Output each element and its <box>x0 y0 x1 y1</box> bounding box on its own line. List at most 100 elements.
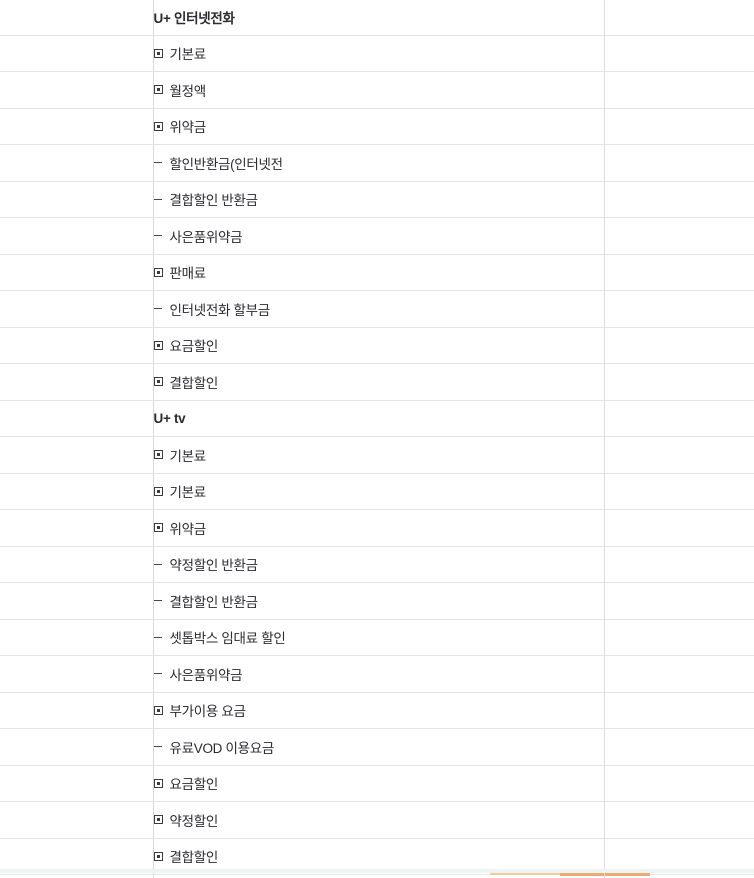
row-left-spacer-cell <box>0 290 154 328</box>
square-dot-bullet-icon <box>153 48 163 58</box>
row-label-cell[interactable]: 위약금 <box>153 108 605 145</box>
row-right-spacer-cell <box>604 765 754 802</box>
row-right-spacer-cell <box>604 363 754 401</box>
row-right-spacer-cell <box>604 619 754 656</box>
row-right-spacer-cell <box>604 254 754 291</box>
row-label-text: U+ 인터넷전화 <box>153 10 235 26</box>
row-left-spacer-cell <box>0 728 154 766</box>
row-label-cell[interactable]: 인터넷전화 할부금 <box>153 290 605 328</box>
row-label-text: 사은품위약금 <box>169 229 243 245</box>
label-wrapper: 월정액 <box>153 80 604 100</box>
row-label-text: 할인반환금(인터넷전 <box>169 156 284 172</box>
row-label-text: 위약금 <box>169 521 207 537</box>
row-label-cell[interactable]: 사은품위약금 <box>153 655 605 693</box>
row-label-cell: U+ tv <box>153 399 605 437</box>
row-left-spacer-cell <box>0 509 154 547</box>
dash-bullet-icon <box>153 308 162 310</box>
row-right-spacer-cell <box>604 473 754 510</box>
dash-bullet-icon <box>153 563 162 565</box>
service-header-row: U+ 인터넷전화156,155원 <box>0 0 754 36</box>
row-right-spacer-cell <box>604 838 754 875</box>
row-label-cell[interactable]: 사은품위약금 <box>153 217 605 255</box>
row-label-cell[interactable]: 결합할인 반환금 <box>153 582 605 620</box>
row-right-spacer-cell <box>604 108 754 145</box>
row-label-cell[interactable]: 요금할인 <box>153 765 605 802</box>
label-wrapper: 요금할인 <box>153 335 604 355</box>
row-label-text: U+ tv <box>153 410 186 426</box>
label-wrapper: 유료VOD 이용요금 <box>153 737 604 757</box>
row-label-cell[interactable]: 셋톱박스 임대료 할인 <box>153 619 605 656</box>
service-header-row: U+ tv52,495원 <box>0 399 754 437</box>
table-row: 기본료7,465원 <box>0 35 754 72</box>
label-wrapper: 부가이용 요금 <box>153 700 604 720</box>
row-label-text: 요금할인 <box>169 339 219 355</box>
table-row: 기본료15,935원 <box>0 436 754 474</box>
row-label-text: 약정할인 <box>169 813 219 829</box>
row-label-cell[interactable]: 기본료 <box>153 35 605 72</box>
label-wrapper: 약정할인 반환금 <box>153 554 604 574</box>
row-label-text: 월정액 <box>169 83 207 99</box>
table-row: 약정할인-2,516원 <box>0 801 754 839</box>
row-label-cell[interactable]: 기본료 <box>153 473 605 510</box>
row-right-spacer-cell <box>604 436 754 474</box>
label-wrapper: 기본료 <box>153 481 604 501</box>
row-right-spacer-cell <box>604 327 754 364</box>
row-label-cell[interactable]: 월정액 <box>153 71 605 109</box>
row-label-text: 판매료 <box>169 266 207 282</box>
row-label-text: 유료VOD 이용요금 <box>169 740 275 756</box>
row-label-cell[interactable]: 부가이용 요금 <box>153 692 605 729</box>
square-dot-bullet-icon <box>153 705 163 715</box>
label-wrapper: 결합할인 <box>153 372 604 392</box>
row-right-spacer-cell <box>604 71 754 109</box>
row-left-spacer-cell <box>0 692 154 729</box>
row-right-spacer-cell <box>604 290 754 328</box>
row-left-spacer-cell <box>0 217 154 255</box>
row-right-spacer-cell <box>604 399 754 437</box>
dash-bullet-icon <box>153 198 162 200</box>
row-label-cell[interactable]: 판매료 <box>153 254 605 291</box>
square-dot-bullet-icon <box>153 377 163 387</box>
row-label-text: 요금할인 <box>169 777 219 793</box>
row-label-cell[interactable]: 약정할인 <box>153 801 605 839</box>
label-wrapper: 셋톱박스 임대료 할인 <box>153 627 604 647</box>
row-left-spacer-cell <box>0 108 154 145</box>
row-left-spacer-cell <box>0 582 154 620</box>
row-label-cell[interactable]: 결합할인 <box>153 838 605 875</box>
label-wrapper: U+ tv <box>154 411 604 426</box>
row-label-text: 위약금 <box>169 120 207 136</box>
table-row: 사은품위약금5,096원 <box>0 217 754 255</box>
row-label-cell[interactable]: 유료VOD 이용요금 <box>153 728 605 766</box>
table-row: 결합할인 반환금11,171원 <box>0 181 754 218</box>
row-label-cell[interactable]: 결합할인 <box>153 363 605 401</box>
table-row: 월정액7,465원 <box>0 71 754 109</box>
label-wrapper: 요금할인 <box>153 773 604 793</box>
table-row: 인터넷전화 할부금94,500원 <box>0 290 754 328</box>
row-left-spacer-cell <box>0 363 154 401</box>
label-wrapper: 사은품위약금 <box>153 664 604 684</box>
table-row: 위약금55,867원 <box>0 108 754 145</box>
row-label-cell[interactable]: 기본료 <box>153 436 605 474</box>
square-dot-bullet-icon <box>153 523 163 533</box>
square-dot-bullet-icon <box>153 121 163 131</box>
row-right-spacer-cell <box>604 509 754 547</box>
row-label-cell[interactable]: 결합할인 반환금 <box>153 181 605 218</box>
row-label-cell[interactable]: 할인반환금(인터넷전 <box>153 144 605 182</box>
row-right-spacer-cell <box>604 35 754 72</box>
row-right-spacer-cell <box>604 181 754 218</box>
row-label-cell[interactable]: 요금할인 <box>153 327 605 364</box>
row-left-spacer-cell <box>0 254 154 291</box>
dash-bullet-icon <box>153 636 162 638</box>
edge-highlight-strong <box>560 873 650 876</box>
label-wrapper: 판매료 <box>153 262 604 282</box>
label-wrapper: 할인반환금(인터넷전 <box>153 153 604 173</box>
row-label-text: 부가이용 요금 <box>169 704 246 720</box>
row-left-spacer-cell <box>0 399 154 437</box>
row-label-cell[interactable]: 위약금 <box>153 509 605 547</box>
row-label-text: 기본료 <box>169 485 207 501</box>
row-label-cell[interactable]: 약정할인 반환금 <box>153 546 605 583</box>
square-dot-bullet-icon <box>153 340 163 350</box>
row-label-text: 기본료 <box>169 47 207 63</box>
square-dot-bullet-icon <box>153 267 163 277</box>
square-dot-bullet-icon <box>153 851 163 861</box>
